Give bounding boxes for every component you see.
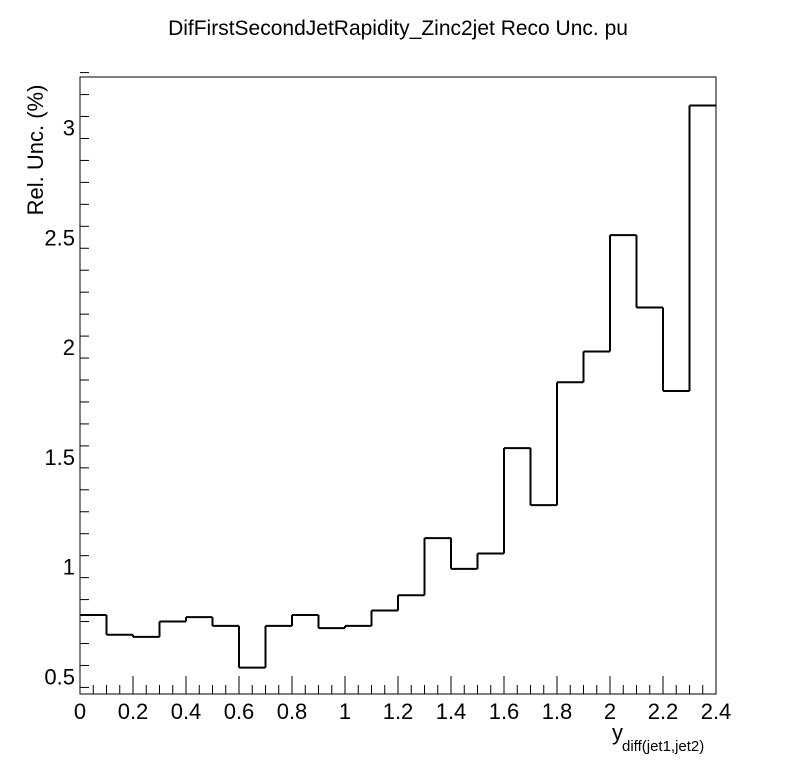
x-tick-label: 2.4 <box>701 699 732 724</box>
chart-title: DifFirstSecondJetRapidity_Zinc2jet Reco … <box>168 17 628 40</box>
x-tick-label: 1.6 <box>489 699 520 724</box>
y-tick-label: 0.5 <box>44 664 75 689</box>
y-axis-label: Rel. Unc. (%) <box>23 85 48 216</box>
x-tick-label: 0.2 <box>118 699 149 724</box>
y-tick-label: 2 <box>63 335 75 360</box>
x-axis-label-subscript: diff(jet1,jet2) <box>622 738 704 755</box>
y-axis: 0.5 1 1.5 2 2.5 3 <box>44 72 89 689</box>
x-tick-label: 1.4 <box>436 699 467 724</box>
x-tick-label: 1.8 <box>542 699 573 724</box>
x-tick-label: 0 <box>74 699 86 724</box>
x-tick-label: 0.6 <box>224 699 255 724</box>
y-tick-label: 2.5 <box>44 225 75 250</box>
y-tick-label: 1.5 <box>44 445 75 470</box>
histogram-bins <box>80 104 716 669</box>
x-tick-label: 0.8 <box>277 699 308 724</box>
x-tick-label: 2 <box>604 699 616 724</box>
y-tick-label: 1 <box>63 555 75 580</box>
x-tick-label: 1.2 <box>383 699 414 724</box>
x-tick-label: 2.2 <box>648 699 679 724</box>
x-tick-label: 0.4 <box>171 699 202 724</box>
y-tick-label: 3 <box>63 116 75 141</box>
x-tick-label: 1 <box>339 699 351 724</box>
x-axis: 0 0.2 0.4 0.6 0.8 1 1.2 1.4 1.6 1.8 2 2.2 2.4 <box>74 676 731 724</box>
x-axis-label: y <box>612 720 623 745</box>
